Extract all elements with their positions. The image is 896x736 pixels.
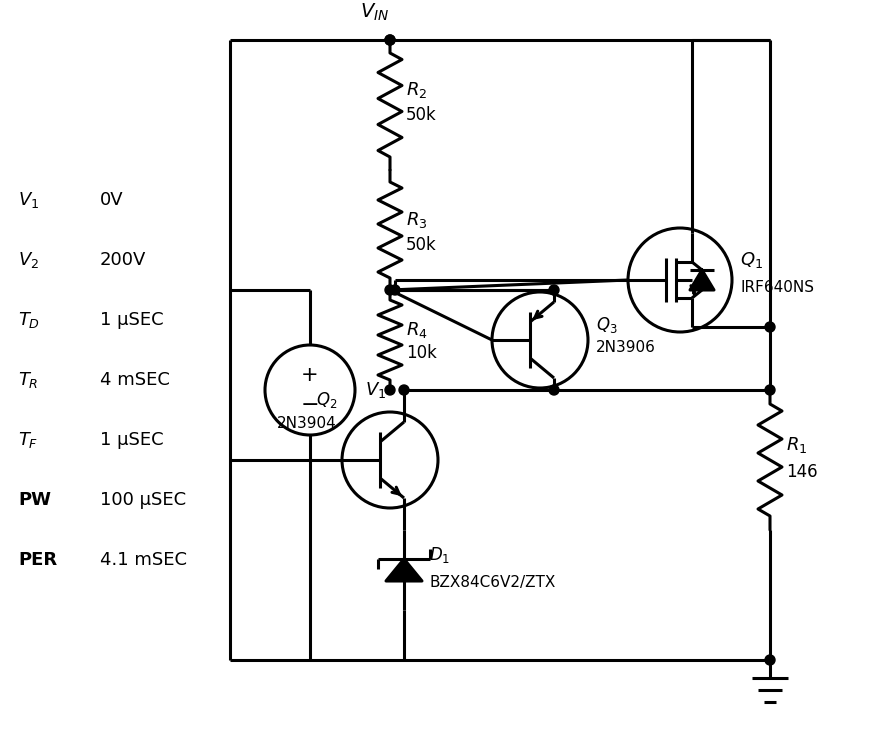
- Text: 50k: 50k: [406, 236, 436, 254]
- Text: 100 μSEC: 100 μSEC: [100, 491, 186, 509]
- Text: $V_2$: $V_2$: [18, 250, 39, 270]
- Text: $D_1$: $D_1$: [429, 545, 450, 565]
- Text: 146: 146: [786, 463, 818, 481]
- Text: −: −: [301, 395, 319, 415]
- Text: 4.1 mSEC: 4.1 mSEC: [100, 551, 187, 569]
- Text: PW: PW: [18, 491, 51, 509]
- Text: $R_3$: $R_3$: [406, 210, 427, 230]
- FancyArrowPatch shape: [535, 311, 542, 318]
- Text: 0V: 0V: [100, 191, 124, 209]
- Text: $V_1$: $V_1$: [365, 380, 386, 400]
- Text: $T_F$: $T_F$: [18, 430, 39, 450]
- Circle shape: [399, 385, 409, 395]
- Text: BZX84C6V2/ZTX: BZX84C6V2/ZTX: [429, 575, 556, 590]
- Polygon shape: [386, 559, 422, 581]
- FancyArrowPatch shape: [392, 487, 400, 494]
- Text: 10k: 10k: [406, 344, 437, 362]
- Text: 1 μSEC: 1 μSEC: [100, 311, 164, 329]
- Text: $Q_1$: $Q_1$: [740, 250, 763, 270]
- Circle shape: [385, 385, 395, 395]
- Text: $Q_2$: $Q_2$: [315, 390, 337, 410]
- Text: $R_1$: $R_1$: [786, 435, 807, 455]
- Text: +: +: [301, 365, 319, 385]
- Text: 1 μSEC: 1 μSEC: [100, 431, 164, 449]
- Circle shape: [385, 285, 395, 295]
- Text: $T_R$: $T_R$: [18, 370, 39, 390]
- Circle shape: [765, 385, 775, 395]
- Circle shape: [385, 35, 395, 45]
- Text: $R_2$: $R_2$: [406, 80, 427, 100]
- Text: PER: PER: [18, 551, 57, 569]
- Circle shape: [385, 35, 395, 45]
- Text: 200V: 200V: [100, 251, 146, 269]
- Text: $Q_3$: $Q_3$: [596, 315, 617, 335]
- Polygon shape: [690, 270, 714, 290]
- Circle shape: [765, 322, 775, 332]
- Text: 2N3904: 2N3904: [277, 417, 337, 431]
- FancyArrowPatch shape: [691, 286, 697, 293]
- Text: $T_D$: $T_D$: [18, 310, 40, 330]
- Text: IRF640NS: IRF640NS: [740, 280, 814, 295]
- Circle shape: [549, 285, 559, 295]
- Circle shape: [390, 285, 400, 295]
- Text: 2N3906: 2N3906: [596, 341, 656, 355]
- Text: $R_4$: $R_4$: [406, 320, 427, 340]
- Circle shape: [549, 385, 559, 395]
- Text: 50k: 50k: [406, 106, 436, 124]
- Text: $V_1$: $V_1$: [18, 190, 39, 210]
- Text: 4 mSEC: 4 mSEC: [100, 371, 170, 389]
- Circle shape: [765, 655, 775, 665]
- Text: $V_{IN}$: $V_{IN}$: [360, 1, 389, 23]
